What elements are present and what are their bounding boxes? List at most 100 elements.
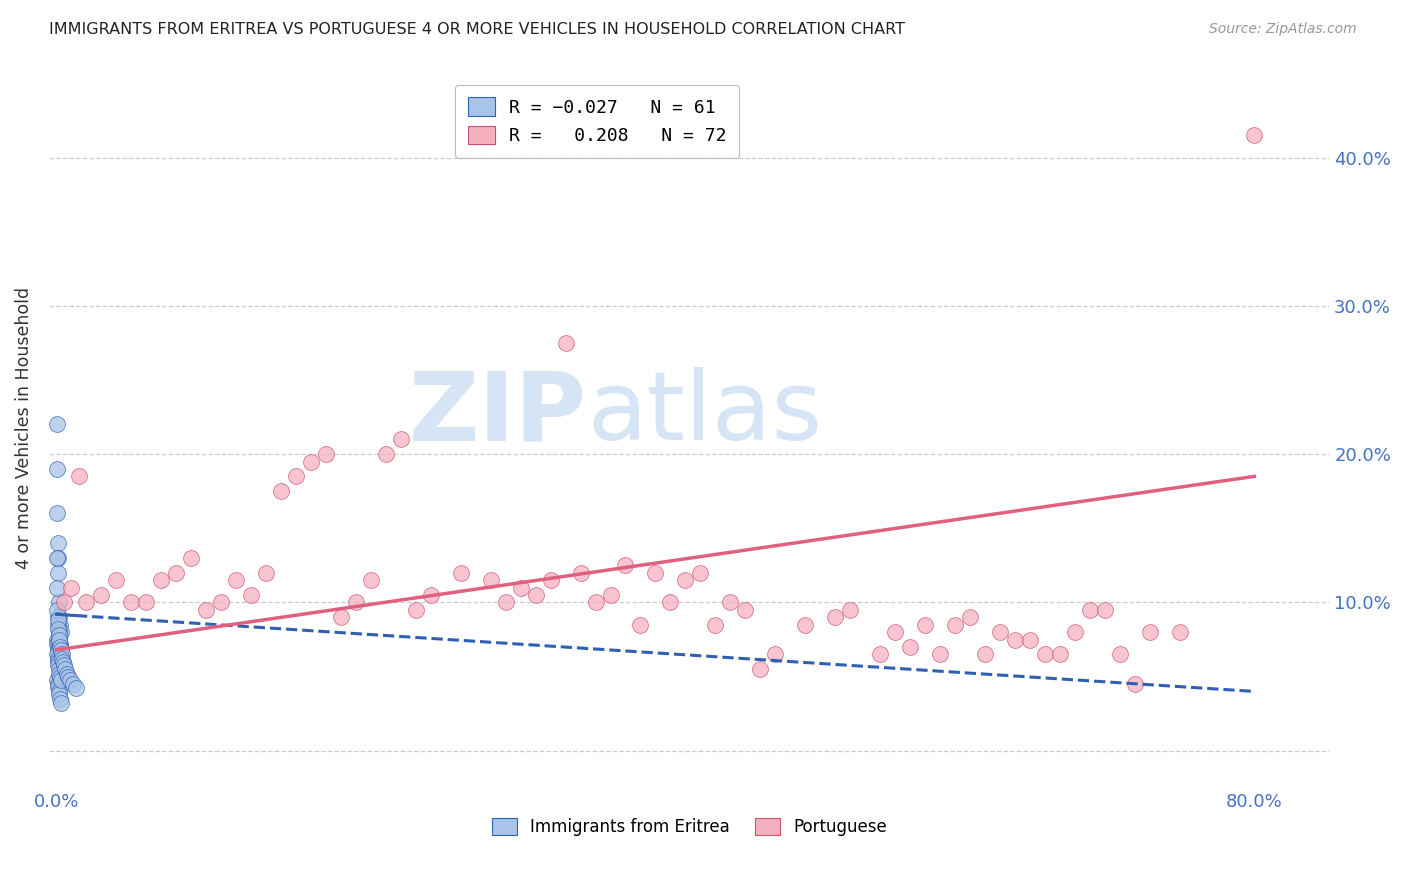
Point [51, 652, 73, 666]
Point [46, 652, 69, 666]
Point [48, 687, 70, 701]
Point [51, 648, 73, 662]
Point [46, 617, 69, 632]
Point [46, 673, 69, 687]
Point [52, 595, 75, 609]
Point [49, 657, 72, 672]
Point [120, 595, 142, 609]
Point [315, 447, 337, 461]
Point [929, 648, 952, 662]
Point [58, 670, 80, 684]
Point [209, 595, 232, 609]
Point [46, 677, 69, 691]
Point [165, 566, 187, 580]
Point [734, 603, 756, 617]
Point [48, 595, 70, 609]
Point [49, 640, 72, 654]
Point [55, 662, 77, 676]
Point [644, 566, 666, 580]
Point [49, 643, 72, 657]
Point [135, 595, 157, 609]
Point [540, 573, 562, 587]
Point [46, 637, 69, 651]
Point [1004, 632, 1026, 647]
Point [195, 603, 218, 617]
Point [659, 595, 682, 609]
Point [630, 617, 652, 632]
Point [46, 680, 69, 694]
Point [49, 617, 72, 632]
Point [988, 625, 1011, 640]
Point [46, 643, 69, 657]
Point [59, 673, 82, 687]
Point [48, 650, 70, 665]
Point [48, 657, 70, 672]
Point [869, 648, 891, 662]
Point [48, 628, 70, 642]
Point [48, 691, 70, 706]
Point [599, 588, 621, 602]
Point [45, 417, 67, 432]
Point [62, 677, 84, 691]
Point [225, 573, 247, 587]
Point [52, 655, 75, 669]
Point [48, 648, 70, 662]
Point [973, 648, 995, 662]
Point [270, 484, 292, 499]
Point [959, 610, 981, 624]
Point [704, 617, 727, 632]
Point [46, 603, 69, 617]
Text: IMMIGRANTS FROM ERITREA VS PORTUGUESE 4 OR MORE VEHICLES IN HOUSEHOLD CORRELATIO: IMMIGRANTS FROM ERITREA VS PORTUGUESE 4 … [49, 22, 905, 37]
Point [180, 551, 202, 566]
Point [60, 581, 83, 595]
Point [495, 595, 517, 609]
Point [943, 617, 966, 632]
Point [405, 603, 427, 617]
Point [48, 632, 70, 647]
Point [1033, 648, 1056, 662]
Point [46, 551, 69, 566]
Point [794, 617, 817, 632]
Point [52, 657, 75, 672]
Point [824, 610, 846, 624]
Point [49, 696, 72, 710]
Point [150, 573, 173, 587]
Point [1168, 625, 1191, 640]
Point [569, 566, 592, 580]
Text: Source: ZipAtlas.com: Source: ZipAtlas.com [1209, 22, 1357, 37]
Point [689, 566, 711, 580]
Point [344, 595, 367, 609]
Point [67, 469, 90, 483]
Point [48, 666, 70, 681]
Point [554, 335, 576, 350]
Point [75, 595, 97, 609]
Point [46, 551, 69, 566]
Point [585, 595, 607, 609]
Point [46, 566, 69, 580]
Point [1078, 603, 1101, 617]
Point [614, 558, 637, 573]
Point [299, 454, 322, 468]
Text: ZIP: ZIP [409, 368, 586, 460]
Point [51, 670, 73, 684]
Point [1139, 625, 1161, 640]
Point [49, 670, 72, 684]
Point [285, 469, 308, 483]
Point [49, 662, 72, 676]
Point [105, 573, 128, 587]
Point [914, 617, 936, 632]
Point [90, 588, 112, 602]
Point [46, 507, 69, 521]
Point [45, 632, 67, 647]
Point [330, 610, 353, 624]
Point [1049, 648, 1071, 662]
Point [884, 625, 907, 640]
Text: atlas: atlas [586, 368, 823, 460]
Point [56, 666, 79, 681]
Point [419, 588, 441, 602]
Point [509, 581, 531, 595]
Point [46, 648, 69, 662]
Point [524, 588, 547, 602]
Point [1063, 625, 1085, 640]
Point [45, 462, 67, 476]
